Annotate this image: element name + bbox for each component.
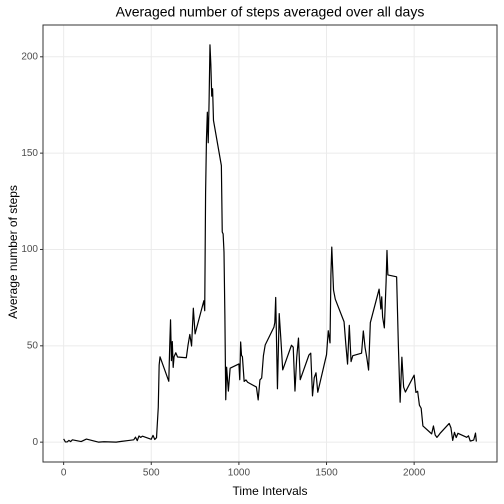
- y-axis-label: Average number of steps: [6, 185, 20, 319]
- x-axis-label: Time Intervals: [233, 484, 308, 498]
- chart-title: Averaged number of steps averaged over a…: [116, 4, 425, 20]
- y-tick-label: 0: [32, 437, 38, 448]
- y-tick-label: 100: [21, 244, 38, 255]
- y-tick-label: 50: [27, 340, 39, 351]
- x-tick-label: 2000: [403, 468, 426, 479]
- x-tick-label: 1000: [228, 468, 251, 479]
- panel-border: [42, 24, 498, 463]
- x-tick-label: 0: [61, 468, 67, 479]
- x-tick-label: 1500: [315, 468, 338, 479]
- y-tick-label: 200: [21, 51, 38, 62]
- y-tick-label: 150: [21, 148, 38, 159]
- line: [63, 44, 477, 443]
- x-tick-label: 500: [143, 468, 160, 479]
